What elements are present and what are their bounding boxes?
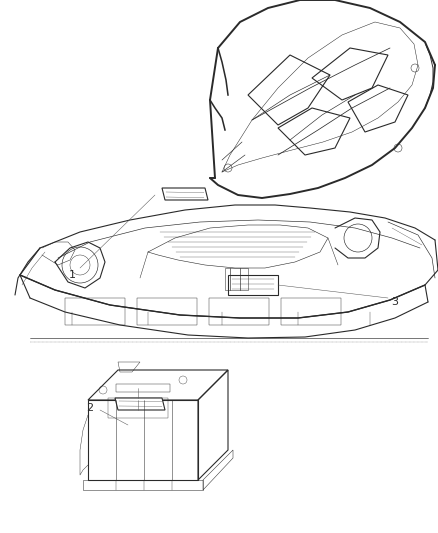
Text: 3: 3 <box>392 297 399 307</box>
Text: 2: 2 <box>86 403 94 413</box>
Polygon shape <box>162 188 208 200</box>
Text: 1: 1 <box>68 270 75 280</box>
Polygon shape <box>228 275 278 295</box>
Polygon shape <box>115 398 165 410</box>
